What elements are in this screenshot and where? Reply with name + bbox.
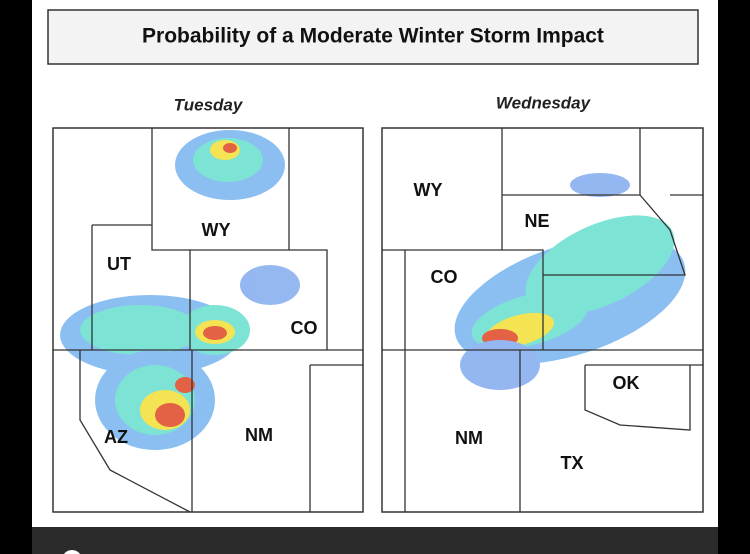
- avatar: [64, 550, 80, 554]
- title: Probability of a Moderate Winter Storm I…: [142, 25, 604, 48]
- state-label: OK: [613, 373, 640, 393]
- state-label: CO: [291, 318, 318, 338]
- state-label: TX: [560, 453, 583, 473]
- map-wednesday: [381, 127, 704, 513]
- state-label: AZ: [104, 427, 128, 447]
- probability-shading: [60, 130, 300, 450]
- map-tuesday: [52, 127, 364, 513]
- day-label: Wednesday: [496, 93, 592, 112]
- probability-shading: [454, 173, 686, 390]
- state-label: CO: [431, 267, 458, 287]
- state-label: NE: [524, 211, 549, 231]
- footer-bar: [32, 527, 718, 554]
- title-box: [47, 9, 699, 65]
- state-label: WY: [414, 180, 443, 200]
- day-label: Tuesday: [174, 95, 244, 114]
- state-label: NM: [245, 425, 273, 445]
- state-label: UT: [107, 254, 131, 274]
- state-label: NM: [455, 428, 483, 448]
- state-label: WY: [202, 220, 231, 240]
